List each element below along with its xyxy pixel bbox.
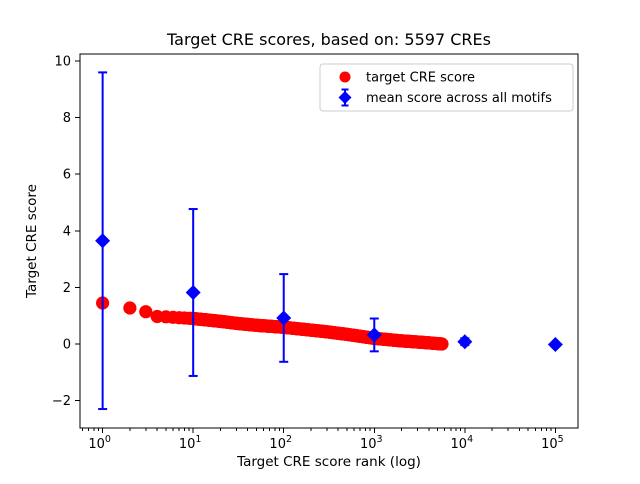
legend-box bbox=[319, 63, 574, 112]
y-ticks bbox=[75, 60, 80, 402]
y-tick-label: 2 bbox=[63, 281, 71, 296]
x-major-ticks bbox=[102, 428, 556, 433]
blue-diamond-marker bbox=[457, 334, 473, 350]
mean-score-point bbox=[366, 317, 382, 353]
legend-entry-mean-score: mean score across all motifs bbox=[366, 91, 552, 106]
legend-entry-target-score: target CRE score bbox=[366, 71, 475, 86]
x-tick-label: 104 bbox=[451, 434, 474, 452]
x-tick-label: 103 bbox=[360, 434, 383, 452]
chart-title: Target CRE scores, based on: 5597 CREs bbox=[166, 30, 491, 49]
legend: target CRE score mean score across all m… bbox=[319, 63, 574, 112]
x-tick-label: 105 bbox=[541, 434, 564, 452]
mean-score-point bbox=[185, 208, 201, 377]
legend-red-dot-icon bbox=[339, 71, 351, 83]
y-tick-label: 4 bbox=[63, 224, 71, 239]
mean-score-point bbox=[276, 273, 292, 363]
y-tick-label: 0 bbox=[63, 337, 71, 352]
red-data-point bbox=[139, 305, 153, 319]
series-target-cre-score bbox=[96, 296, 449, 351]
x-tick-label: 101 bbox=[179, 434, 202, 452]
x-tick-label: 102 bbox=[269, 434, 292, 452]
y-tick-label: 10 bbox=[54, 55, 71, 70]
y-tick-label: −2 bbox=[52, 394, 71, 409]
blue-diamond-marker bbox=[185, 284, 201, 300]
blue-diamond-marker bbox=[547, 337, 563, 353]
mean-score-point bbox=[457, 334, 473, 350]
legend-blue-diamond-icon bbox=[338, 88, 352, 107]
series-mean-score-errorbars bbox=[95, 71, 563, 411]
red-data-point bbox=[435, 337, 449, 351]
x-tick-label: 100 bbox=[88, 434, 111, 452]
blue-diamond-marker bbox=[276, 310, 292, 326]
blue-diamond-marker bbox=[95, 233, 111, 249]
red-data-point bbox=[123, 301, 137, 315]
y-axis-label: Target CRE score bbox=[24, 184, 40, 299]
mean-score-point bbox=[95, 71, 111, 411]
x-axis-label: Target CRE score rank (log) bbox=[236, 454, 421, 470]
x-tick-labels: 100 101 102 103 104 105 bbox=[88, 434, 563, 452]
y-tick-labels: −2 0 2 4 6 8 10 bbox=[52, 55, 71, 409]
y-tick-label: 8 bbox=[63, 111, 71, 126]
blue-diamond-marker bbox=[366, 327, 382, 343]
y-tick-label: 6 bbox=[63, 168, 71, 183]
plot-frame bbox=[79, 53, 579, 429]
x-minor-ticks bbox=[82, 428, 552, 431]
mean-score-point bbox=[547, 337, 563, 353]
